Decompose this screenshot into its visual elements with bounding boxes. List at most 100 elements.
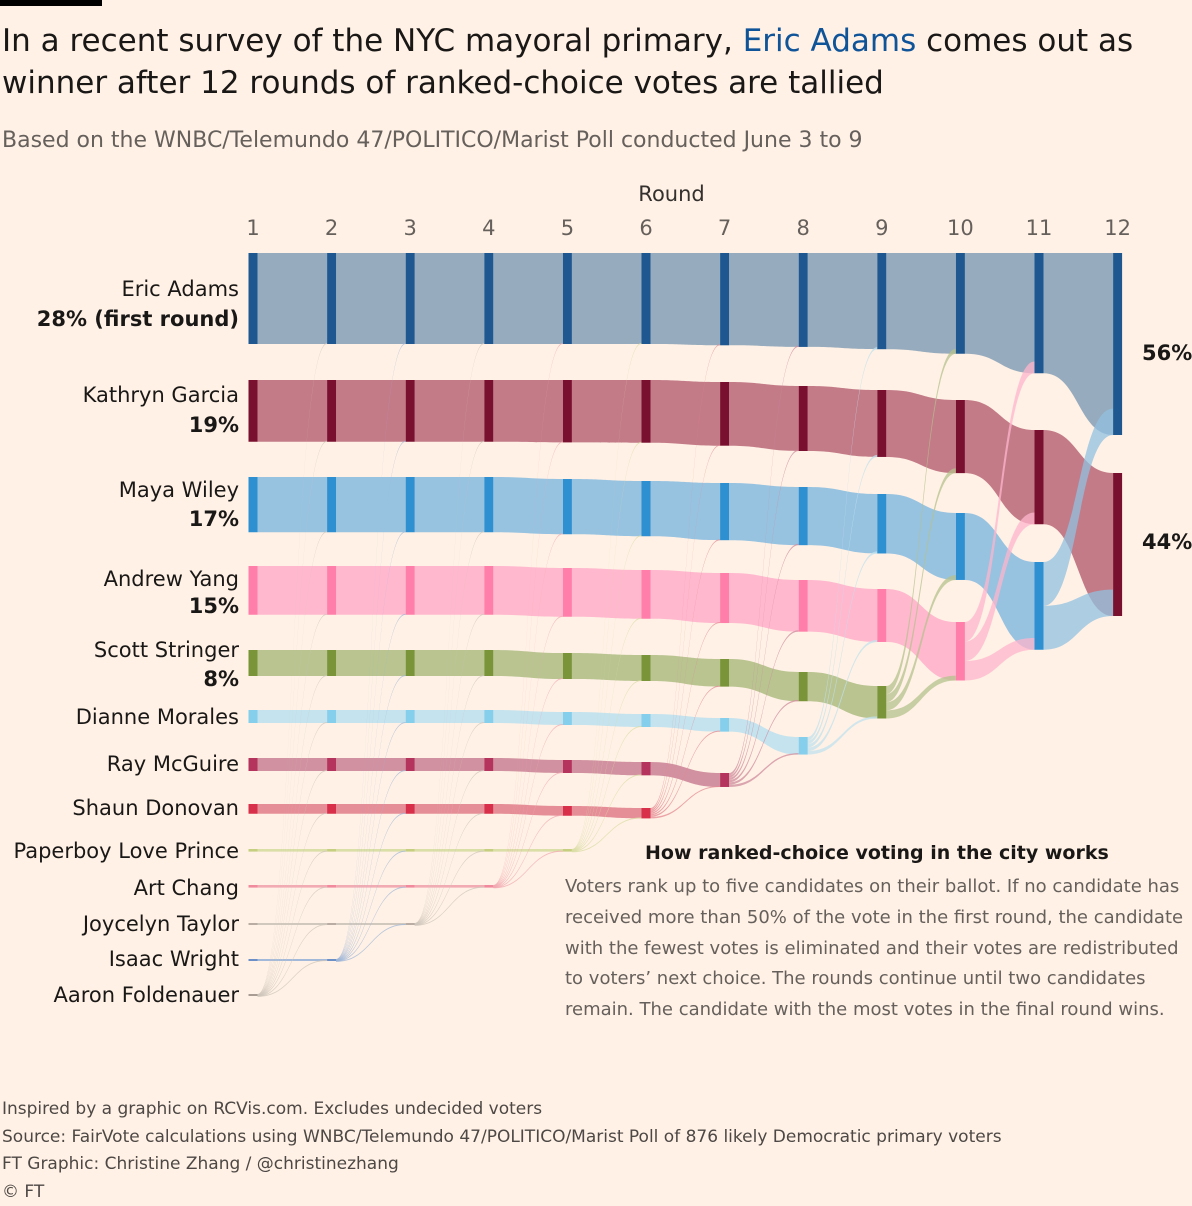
flow-band [651,253,721,345]
round-bar [1035,430,1044,524]
flow-band [258,710,328,723]
transfer-ribbon [651,686,721,816]
flow-band [415,650,485,676]
round-bar [720,773,729,787]
flow-band [572,653,642,681]
round-bar [1113,473,1122,616]
flow-band [729,382,799,451]
round-bar [799,386,808,451]
round-bar [249,849,258,852]
round-bar [406,923,415,925]
round-bar [563,479,572,534]
round-bar [249,566,258,615]
round-bar [563,380,572,442]
flow-band [729,573,799,632]
flow-band [336,650,406,676]
final-result-label: 56% [1142,341,1192,365]
round-bar [720,483,729,540]
flow-band [651,655,721,687]
round-tick-label: 12 [1104,216,1131,240]
round-bar [406,758,415,771]
flow-band [258,253,328,344]
round-tick-label: 1 [246,216,259,240]
round-bar [484,650,493,676]
round-bar [484,380,493,442]
round-bar [1035,562,1044,650]
round-bar [720,253,729,345]
flow-band [886,390,956,473]
candidate-first-round-label: 17% [189,507,239,531]
round-bar [406,477,415,532]
round-bar [406,253,415,344]
round-bar [406,885,415,888]
flow-band [258,650,328,676]
candidate-name-label: Andrew Yang [104,567,239,591]
round-bar [720,659,729,687]
flow-band [572,806,642,818]
round-bar [327,959,336,961]
round-bar [799,737,808,755]
flow-band [415,253,485,344]
round-bar [1113,253,1122,435]
round-bar [877,390,886,457]
flow-band [572,568,642,619]
round-bar [956,400,965,473]
candidate-name-label: Joycelyn Taylor [81,912,240,936]
flow-band [336,253,406,344]
round-bar [484,804,493,814]
round-bar [956,622,965,681]
round-bar [249,923,258,925]
round-bar [484,885,493,888]
round-bar [327,650,336,676]
flow-band [336,380,406,442]
footer: Inspired by a graphic on RCVis.com. Excl… [2,1096,1002,1206]
flow-band [572,712,642,727]
candidate-first-round-label: 8% [203,667,239,691]
explainer-title: How ranked-choice voting in the city wor… [645,840,1185,866]
round-bar [249,994,258,996]
round-bar [327,380,336,442]
round-bar [406,710,415,723]
candidate-first-round-label: 15% [189,594,239,618]
round-bar [720,382,729,446]
flow-band [651,380,721,446]
round-tick-label: 10 [947,216,974,240]
candidate-name-label: Aaron Foldenauer [53,983,239,1007]
flow-band [336,758,406,771]
transfer-ribbon [415,813,485,926]
candidate-name-label: Shaun Donovan [72,796,239,820]
flow-band [965,253,1035,373]
candidate-name-label: Ray McGuire [107,752,239,776]
round-tick-label: 6 [639,216,652,240]
flow-band [493,380,563,442]
round-bar [642,380,651,443]
round-bar [406,380,415,442]
flow-band [415,566,485,615]
round-bar [563,760,572,773]
flow-band [258,804,328,814]
round-bar [327,885,336,888]
flow-band [886,253,956,354]
flow-band [729,718,799,755]
candidate-name-label: Dianne Morales [76,705,239,729]
round-bar [327,566,336,615]
flow-band [336,804,406,814]
round-bar [484,710,493,723]
flow-band [258,758,328,771]
flow-band [808,580,878,642]
footer-source: Source: FairVote calculations using WNBC… [2,1124,1002,1152]
round-bar [563,253,572,344]
round-bar [249,959,258,961]
round-bar [642,481,651,536]
round-bar [484,253,493,344]
transfer-ribbon [493,851,563,889]
footer-credit: FT Graphic: Christine Zhang / @christine… [2,1151,1002,1179]
round-bar [877,494,886,553]
explainer-box: How ranked-choice voting in the city wor… [565,840,1185,1026]
round-bar [877,253,886,349]
round-bar [484,849,493,852]
candidate-name-label: Isaac Wright [109,947,239,971]
transfer-ribbon [808,716,878,754]
round-bar [406,650,415,676]
round-bar [327,710,336,723]
